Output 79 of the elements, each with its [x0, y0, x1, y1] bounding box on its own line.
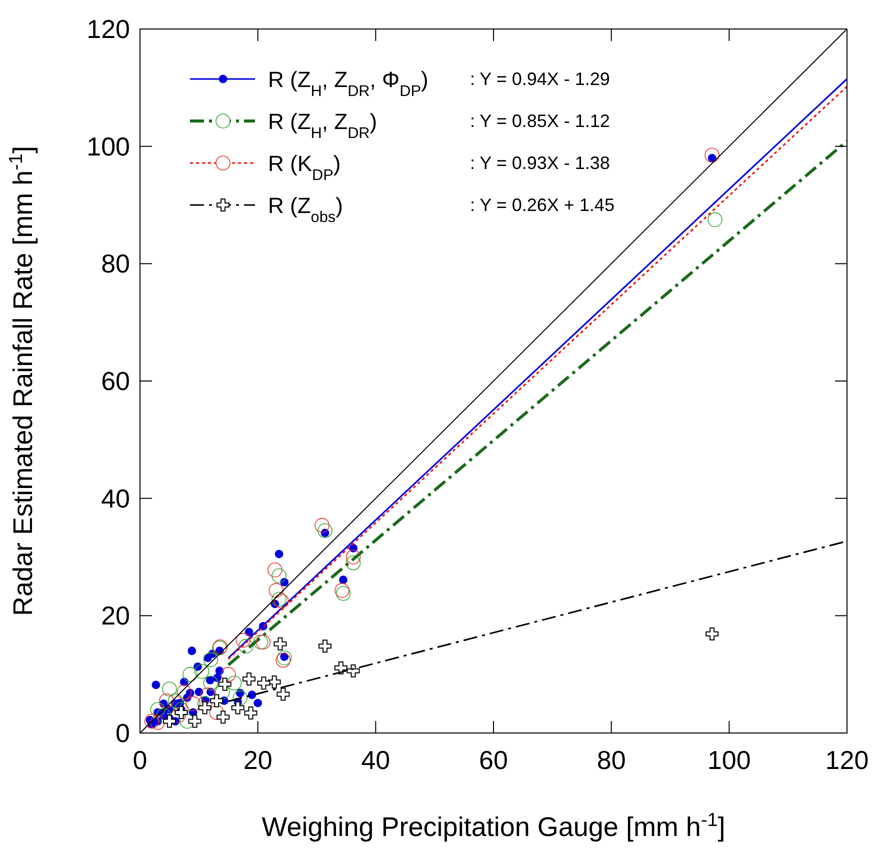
point	[274, 550, 284, 558]
legend-label: R (Z$_{H}$, Z$_{DR}$, Φ$_{DP}$)	[268, 67, 428, 100]
point	[188, 646, 196, 656]
y-tick-label: 0	[116, 718, 130, 748]
point	[236, 632, 251, 648]
point	[144, 714, 160, 729]
point	[156, 708, 171, 723]
legend-label: R (Z$_{H}$, Z$_{DR}$)	[268, 109, 378, 142]
point	[226, 676, 242, 691]
point	[152, 680, 160, 690]
point	[268, 583, 284, 598]
point	[168, 693, 183, 708]
point	[170, 708, 186, 723]
point	[203, 676, 218, 691]
x-tick-label: 60	[479, 745, 508, 775]
point	[336, 586, 351, 601]
point	[162, 682, 177, 696]
x-tick-label: 100	[707, 745, 751, 775]
point	[706, 627, 719, 640]
point	[203, 652, 218, 668]
point	[244, 628, 254, 636]
annotation: : Y = 0.26X + 1.45	[470, 195, 614, 215]
point	[220, 666, 236, 682]
x-axis-title: Weighing Precipitation Gauge [mm h$^{-1}$]	[262, 810, 726, 842]
point	[268, 562, 282, 578]
point	[174, 702, 189, 717]
point	[200, 687, 216, 702]
point	[274, 637, 287, 650]
point	[194, 688, 204, 696]
point	[162, 714, 176, 728]
point	[194, 664, 210, 679]
point	[257, 676, 270, 690]
y-tick-label: 100	[86, 131, 130, 162]
point	[339, 576, 348, 584]
y-tick-label: 120	[86, 14, 130, 44]
point	[198, 701, 212, 714]
point	[318, 640, 332, 653]
y-tick-label: 80	[101, 248, 130, 279]
x-tick-label: 80	[596, 745, 626, 775]
point	[314, 518, 330, 533]
y-tick-label: 20	[101, 600, 130, 631]
point	[159, 693, 174, 708]
point	[334, 661, 348, 674]
point	[209, 705, 224, 720]
point	[346, 550, 361, 564]
legend-label: R (K$_{DP}$)	[268, 151, 341, 184]
point	[238, 638, 254, 654]
point	[150, 702, 166, 717]
point	[210, 694, 224, 708]
point	[174, 706, 188, 719]
point	[218, 678, 232, 691]
point	[334, 583, 350, 598]
point	[150, 715, 166, 730]
x-tick-label: 120	[825, 745, 869, 775]
point	[215, 684, 230, 700]
point	[244, 706, 258, 720]
point	[346, 664, 360, 678]
point	[704, 148, 720, 163]
y-tick-label: 40	[101, 483, 130, 514]
point	[182, 666, 198, 682]
point	[318, 523, 332, 538]
legend-label: R (Z$_{obs}$)	[268, 193, 343, 226]
annotation: : Y = 0.85X - 1.12	[470, 111, 610, 131]
point	[254, 698, 262, 708]
point	[346, 555, 361, 570]
point	[231, 701, 244, 714]
point	[176, 684, 192, 700]
point	[232, 690, 248, 706]
point	[186, 696, 200, 712]
point	[272, 568, 286, 584]
y-tick-label: 60	[101, 366, 130, 396]
x-tick-label: 40	[361, 745, 390, 775]
point	[188, 714, 202, 728]
point	[708, 212, 722, 228]
x-tick-label: 20	[243, 745, 272, 775]
annotation: : Y = 0.94X - 1.29	[470, 69, 610, 89]
point	[276, 688, 290, 701]
point	[216, 710, 230, 724]
annotation: : Y = 0.93X - 1.38	[470, 153, 610, 173]
